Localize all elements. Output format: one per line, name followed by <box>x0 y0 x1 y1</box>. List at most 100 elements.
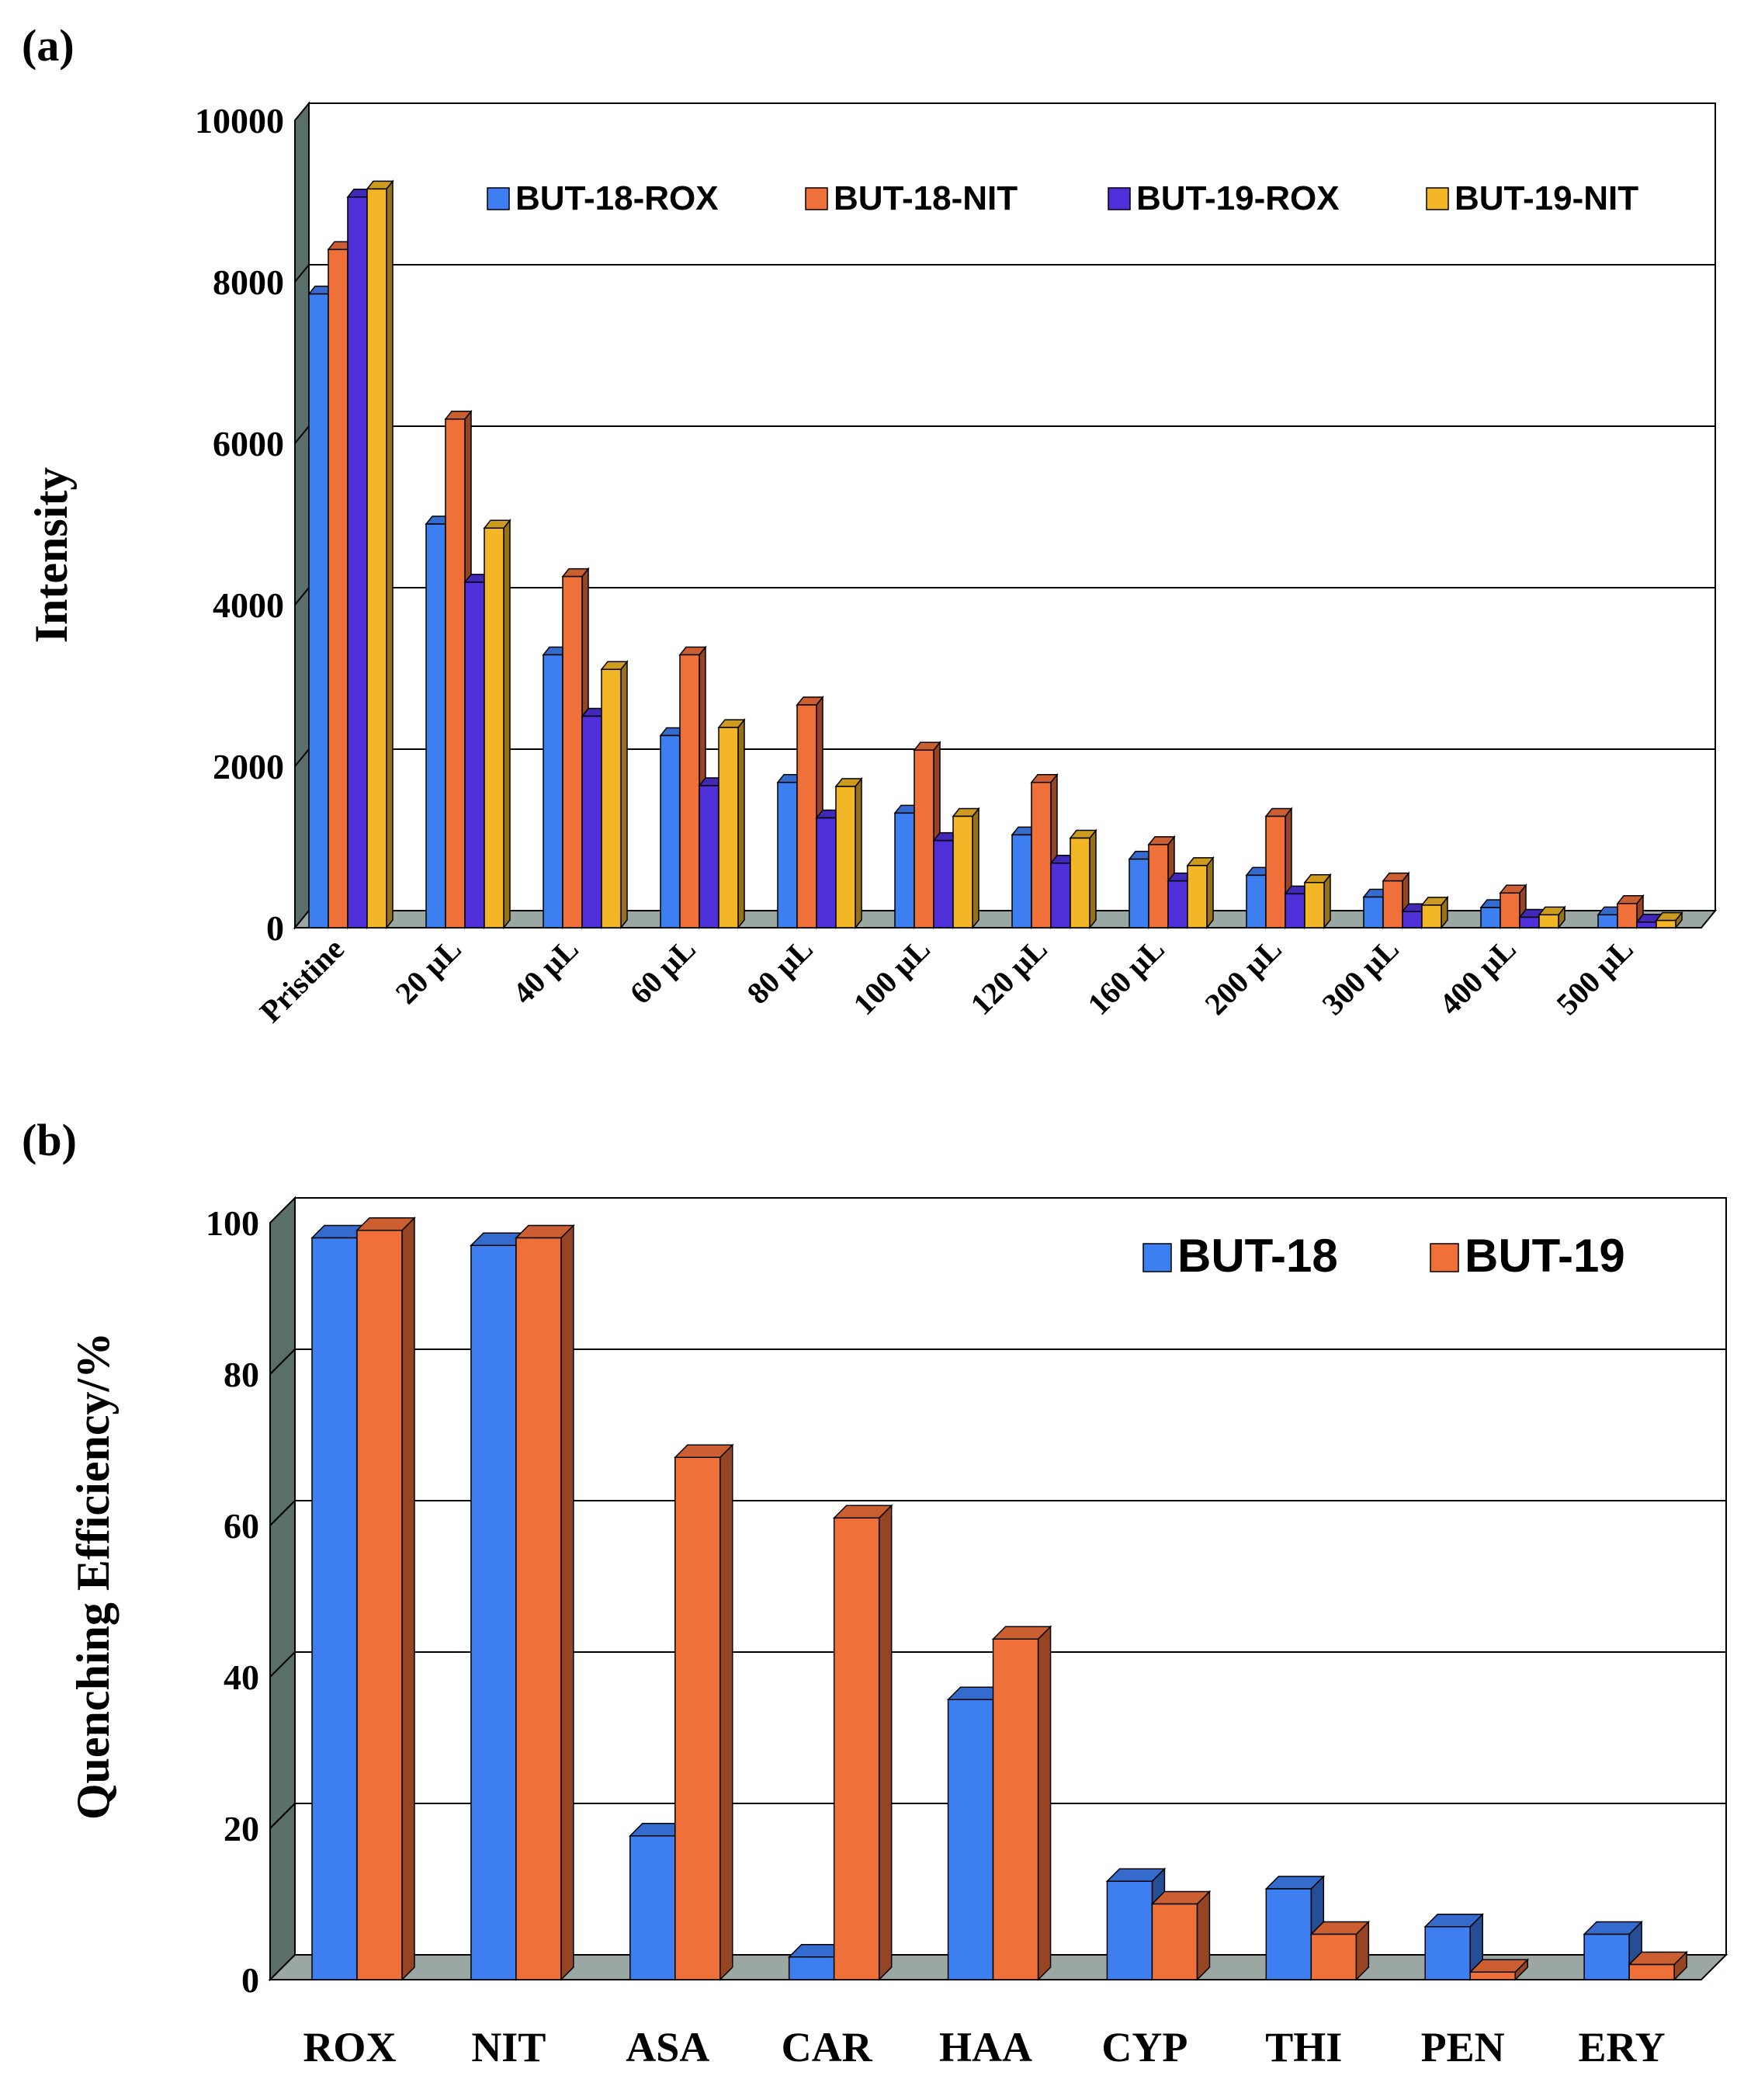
bar-but-19-nit-20-ul <box>483 519 511 930</box>
x-tick-label-500-ul: 500 µL <box>1549 932 1639 1022</box>
y-tick-label: 80 <box>224 1355 259 1394</box>
bar-but-18-nit-300-ul <box>1382 871 1410 930</box>
y-tick-label: 2000 <box>213 747 284 786</box>
y-tick-label: 0 <box>241 1960 259 2000</box>
x-tick-label-20-ul: 20 µL <box>389 932 468 1011</box>
y-tick-label: 0 <box>266 908 284 948</box>
x-tick-label-160-ul: 160 µL <box>1080 932 1170 1022</box>
gridline-side <box>294 748 310 767</box>
y-tick-label: 10000 <box>195 101 284 141</box>
bar-but-19-ery <box>1628 1950 1688 1981</box>
chart-a-x-ticks: Pristine 20 µL 40 µL 60 µL 80 µL 100 µL 120 µL… <box>253 932 1640 1029</box>
bar-but-19-car <box>832 1504 893 1981</box>
bar-but-19-nit <box>515 1224 575 1981</box>
chart-a-bars <box>307 179 1683 930</box>
legend-entry-but-19-rox: BUT-19-ROX <box>1108 179 1340 217</box>
x-tick-label-400-ul: 400 µL <box>1432 932 1522 1022</box>
plot-floor <box>293 910 1718 929</box>
legend-swatch <box>805 187 828 210</box>
y-tick-label: 100 <box>206 1203 259 1243</box>
gridline-side <box>294 587 310 606</box>
bar-but-19-asa <box>673 1443 734 1981</box>
legend-swatch <box>1142 1243 1172 1272</box>
x-tick-label-60-ul: 60 µL <box>623 932 702 1011</box>
plot-back-wall <box>308 102 1716 911</box>
x-tick-label-100-ul: 100 µL <box>846 932 936 1022</box>
chart-b-x-ticks: ROX NIT ASA CAR HAA CYP THI PEN ERY <box>303 2024 1665 2070</box>
x-tick-label-ery: ERY <box>1578 2024 1665 2070</box>
chart-a-legend: BUT-18-ROX BUT-18-NIT BUT-19-ROX BUT-19-NIT <box>487 179 1638 217</box>
bar-but-19-nit-pristine <box>366 179 394 930</box>
gridline-side <box>269 1803 296 1829</box>
x-tick-label-asa: ASA <box>626 2024 709 2070</box>
y-tick-label: 40 <box>224 1657 259 1697</box>
gridline-side <box>294 425 310 444</box>
legend-entry-but-19-nit: BUT-19-NIT <box>1426 179 1638 217</box>
x-tick-label-120-ul: 120 µL <box>963 932 1053 1022</box>
x-tick-label-cyp: CYP <box>1101 2024 1188 2070</box>
gridline-side <box>269 1651 296 1678</box>
bar-but-19-thi <box>1309 1920 1371 1981</box>
x-tick-label-40-ul: 40 µL <box>506 932 585 1011</box>
bar-but-18-ery <box>1583 1920 1643 1981</box>
x-tick-label-haa: HAA <box>939 2024 1032 2070</box>
chart-b-bars <box>310 1216 1688 1981</box>
legend-swatch <box>1108 187 1131 210</box>
bar-but-19-nit-80-ul <box>834 776 863 930</box>
panel-label-b: (b) <box>22 1115 77 1165</box>
bar-but-19-rox <box>355 1216 416 1981</box>
y-tick-label: 8000 <box>213 262 284 302</box>
bar-but-19-nit-40-ul <box>600 660 629 930</box>
legend-label: BUT-19-NIT <box>1454 179 1638 217</box>
gridline-side <box>269 1349 296 1375</box>
legend-swatch <box>487 187 510 210</box>
chart-b-y-ticks: 0 20 40 60 80 100 <box>206 1203 259 2000</box>
y-tick-label: 6000 <box>213 424 284 463</box>
legend-label: BUT-18-ROX <box>515 179 719 217</box>
x-tick-label-thi: THI <box>1265 2024 1342 2070</box>
x-tick-label-200-ul: 200 µL <box>1198 932 1288 1022</box>
bar-but-19-nit-400-ul <box>1538 905 1566 930</box>
legend-entry-but-19: BUT-19 <box>1430 1230 1625 1282</box>
bar-but-18-nit-200-ul <box>1264 807 1293 930</box>
gridline-side <box>269 1500 296 1526</box>
gridline-side <box>294 264 310 283</box>
plot-side-wall <box>269 1196 296 1982</box>
legend-swatch <box>1430 1243 1459 1272</box>
bar-but-19-pen <box>1468 1958 1530 1981</box>
bar-but-19-nit-100-ul <box>952 807 980 930</box>
panel-label-a: (a) <box>22 20 75 71</box>
legend-entry-but-18-rox: BUT-18-ROX <box>487 179 719 217</box>
chart-a-y-ticks: 0 2000 4000 6000 8000 10000 <box>195 101 284 948</box>
bar-but-19-nit-120-ul <box>1069 828 1097 930</box>
x-tick-label-300-ul: 300 µL <box>1315 932 1405 1022</box>
bar-but-19-nit-160-ul <box>1186 856 1215 930</box>
chart-b-legend: BUT-18 BUT-19 <box>1142 1230 1625 1282</box>
legend-entry-but-18-nit: BUT-18-NIT <box>805 179 1018 217</box>
x-tick-label-nit: NIT <box>471 2024 546 2070</box>
y-tick-label: 60 <box>224 1506 259 1546</box>
chart-a-y-axis-title: Intensity <box>26 467 77 644</box>
legend-label: BUT-19-ROX <box>1136 179 1340 217</box>
legend-entry-but-18: BUT-18 <box>1142 1230 1338 1282</box>
bar-but-19-haa <box>991 1625 1052 1981</box>
legend-label: BUT-18 <box>1177 1230 1338 1282</box>
y-tick-label: 4000 <box>213 585 284 625</box>
x-tick-label-80-ul: 80 µL <box>740 932 820 1011</box>
bar-but-19-nit-300-ul <box>1420 895 1449 930</box>
legend-label: BUT-19 <box>1465 1230 1625 1282</box>
chart-b: (b) 0 20 40 60 80 100 ROX NIT ASA CAR HAA CYP THI PE… <box>22 1115 1728 2070</box>
x-tick-label-rox: ROX <box>303 2024 396 2070</box>
bar-but-19-nit-500-ul <box>1655 911 1683 930</box>
bar-but-19-nit-60-ul <box>717 717 746 930</box>
bar-but-19-cyp <box>1150 1890 1212 1981</box>
x-tick-label-pen: PEN <box>1421 2024 1505 2070</box>
chart-b-y-axis-title: Quenching Efficiency/% <box>68 1332 119 1820</box>
bar-but-19-nit-200-ul <box>1303 873 1332 930</box>
x-tick-label-car: CAR <box>782 2024 873 2070</box>
y-tick-label: 20 <box>224 1809 259 1848</box>
legend-label: BUT-18-NIT <box>834 179 1018 217</box>
legend-swatch <box>1426 187 1449 210</box>
